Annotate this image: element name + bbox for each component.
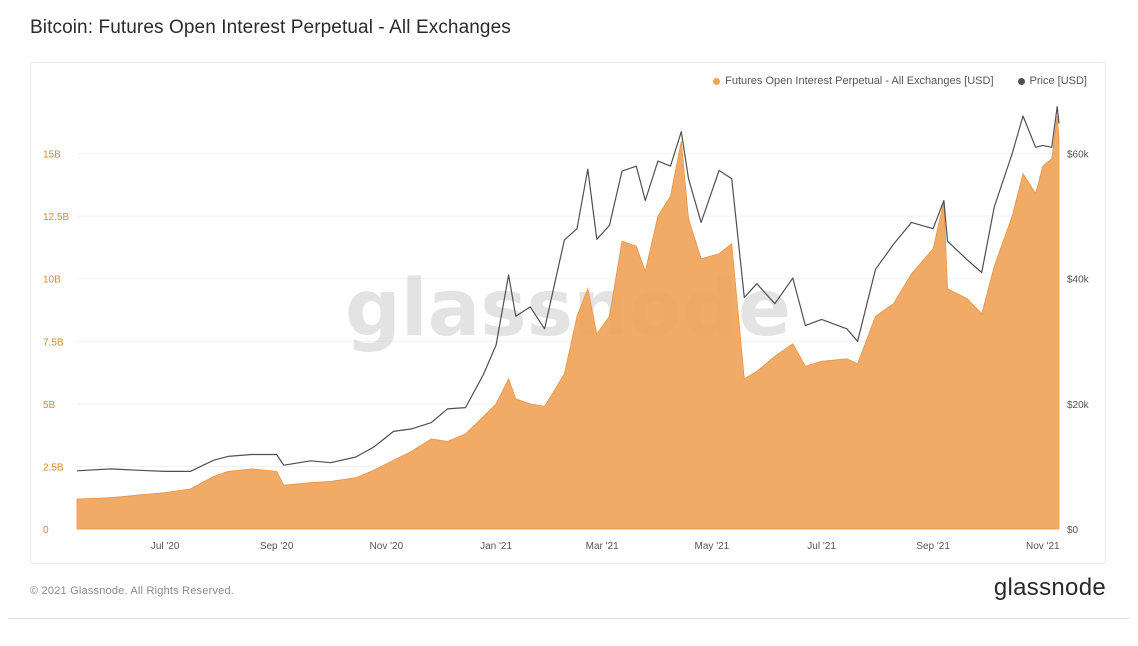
y-right-tick-label: $40k (1067, 275, 1090, 286)
x-tick-label: Mar '21 (586, 541, 619, 552)
x-tick-label: Jan '21 (480, 541, 512, 552)
open-interest-area (76, 115, 1060, 530)
y-right-tick-label: $0 (1067, 525, 1079, 536)
legend-swatch-open-interest (713, 77, 721, 85)
legend-label-open-interest: Futures Open Interest Perpetual - All Ex… (725, 75, 994, 87)
chart-legend: Futures Open Interest Perpetual - All Ex… (713, 75, 1087, 87)
y-right-tick-label: $20k (1067, 400, 1090, 411)
y-right-tick-label: $60k (1067, 150, 1090, 161)
x-tick-label: Nov '20 (370, 541, 404, 552)
legend-item-price[interactable]: Price [USD] (1017, 75, 1087, 87)
y-left-tick-label: 5B (43, 400, 56, 411)
legend-label-price: Price [USD] (1029, 75, 1087, 87)
y-left-tick-label: 15B (43, 150, 61, 161)
page-title: Bitcoin: Futures Open Interest Perpetual… (30, 17, 511, 38)
x-tick-label: Nov '21 (1026, 541, 1060, 552)
x-tick-label: May '21 (695, 541, 730, 552)
chart-panel: Futures Open Interest Perpetual - All Ex… (30, 62, 1106, 564)
x-tick-label: Sep '21 (916, 541, 950, 552)
x-tick-label: Jul '21 (807, 541, 836, 552)
y-left-tick-label: 12.5B (43, 212, 69, 223)
price-line (76, 106, 1060, 472)
legend-item-open-interest[interactable]: Futures Open Interest Perpetual - All Ex… (713, 75, 994, 87)
copyright-text: © 2021 Glassnode. All Rights Reserved. (30, 585, 235, 597)
x-tick-label: Sep '20 (260, 541, 294, 552)
chart-svg[interactable]: 0 2.5B 5B 7.5B 10B 12.5B 15B $0 $20k $40k $60k Jul … (31, 63, 1105, 563)
brand-logo: glassnode (993, 574, 1106, 601)
y-left-tick-label: 0 (43, 525, 49, 536)
legend-swatch-price (1017, 77, 1025, 85)
y-left-tick-label: 2.5B (43, 462, 64, 473)
y-left-tick-label: 10B (43, 275, 61, 286)
x-tick-label: Jul '20 (151, 541, 180, 552)
divider (8, 618, 1130, 619)
y-left-tick-label: 7.5B (43, 337, 64, 348)
